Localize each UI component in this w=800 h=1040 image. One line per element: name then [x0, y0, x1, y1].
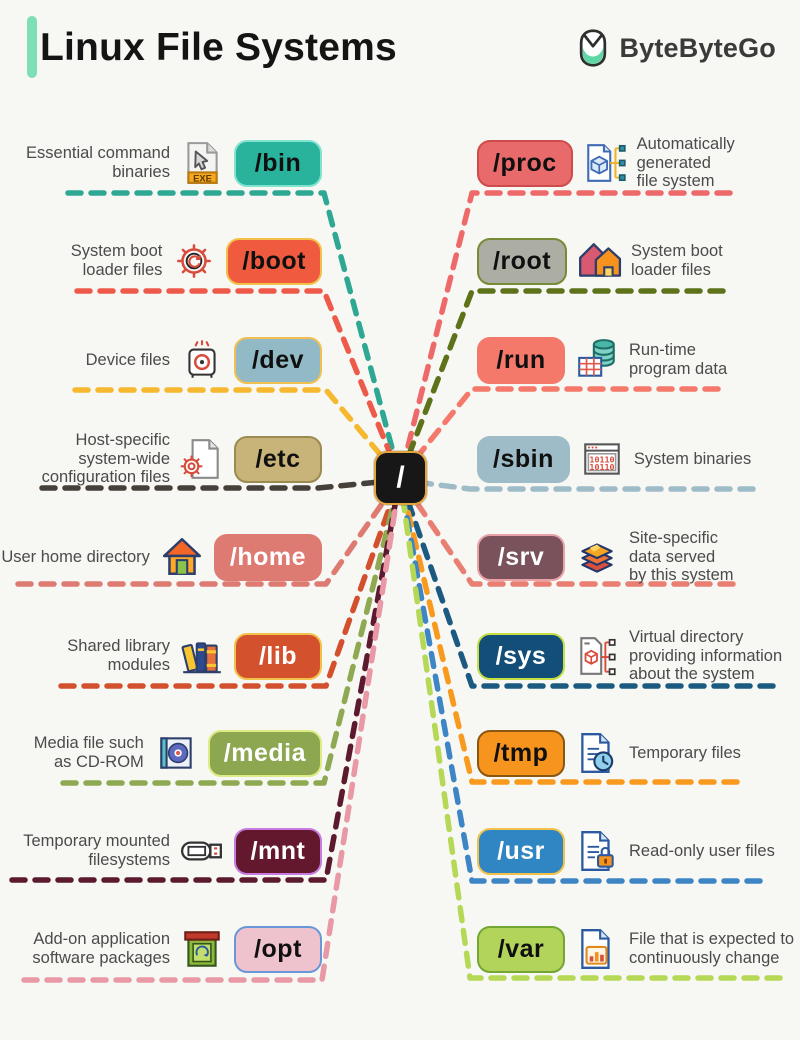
- usr-description: Read-only user files: [629, 841, 775, 860]
- root-description: System boot loader files: [631, 242, 723, 279]
- bin-badge: /bin: [234, 139, 322, 187]
- proc-badge: /proc: [477, 139, 573, 187]
- boot-badge: /boot: [226, 237, 322, 285]
- home-badge: /home: [213, 533, 322, 581]
- media-label: Media file such as CD-ROM: [33, 734, 144, 771]
- row-run: /run Run-time program data: [477, 327, 800, 393]
- tmp-badge: /tmp: [477, 729, 565, 777]
- row-sbin: /sbin 10110 10110 System binaries: [477, 426, 800, 492]
- bytebytego-logo-icon: [573, 28, 613, 68]
- tmp-description: Temporary files: [629, 743, 741, 762]
- binary-code-icon: 10110 10110: [579, 436, 625, 482]
- connector-tmp: [397, 475, 740, 785]
- mnt-badge: /mnt: [234, 827, 322, 875]
- row-home: User home directory /home: [0, 524, 322, 590]
- exe-file-icon: EXE: [179, 140, 225, 186]
- page-title: Linux File Systems: [40, 26, 397, 69]
- mnt-label: Temporary mounted filesystems: [23, 832, 170, 869]
- home-icon: [159, 534, 205, 580]
- sys-description: Virtual directory providing information …: [629, 628, 783, 684]
- row-root: /root System boot loader files: [477, 228, 800, 294]
- row-bin: Essential command binaries EXE /bin: [0, 130, 322, 196]
- srv-badge: /srv: [477, 533, 565, 581]
- row-srv: /srv Site-specific data served by this s…: [477, 524, 800, 590]
- database-table-icon: [574, 337, 620, 383]
- file-clock-icon: [574, 730, 620, 776]
- row-sys: /sys Virtual directory providing informa…: [477, 623, 800, 689]
- file-lock-icon: [574, 828, 620, 874]
- root-slash-node: /: [374, 451, 427, 505]
- connector-mnt: [9, 475, 403, 883]
- row-opt: Add-on application software packages /op…: [0, 916, 322, 982]
- row-tmp: /tmp Temporary files: [477, 720, 800, 786]
- books-icon: [179, 633, 225, 679]
- config-file-icon: [179, 436, 225, 482]
- root-badge: /root: [477, 237, 568, 285]
- boot-gear-icon: [171, 238, 217, 284]
- opt-label: Add-on application software packages: [32, 930, 170, 967]
- lib-badge: /lib: [234, 632, 322, 680]
- row-var: /var File that is expected to continuous…: [477, 916, 800, 982]
- lib-label: Shared library modules: [67, 637, 170, 674]
- run-badge: /run: [477, 336, 565, 384]
- svg-text:10110: 10110: [589, 455, 614, 465]
- virtual-directory-icon: [574, 633, 620, 679]
- sbin-description: System binaries: [633, 449, 752, 468]
- sbin-badge: /sbin: [477, 435, 570, 483]
- etc-badge: /etc: [234, 435, 322, 483]
- boot-label: System boot loader files: [70, 242, 163, 279]
- title-accent-bar: [27, 16, 37, 78]
- connector-etc: [39, 477, 403, 491]
- cd-disc-icon: [153, 730, 199, 776]
- connector-boot: [74, 288, 403, 481]
- connector-home: [15, 475, 403, 587]
- bin-label: Essential command binaries: [26, 144, 170, 181]
- etc-label: Host-specific system-wide configuration …: [41, 431, 170, 487]
- connector-bin: [65, 190, 403, 481]
- file-chart-icon: [574, 926, 620, 972]
- svg-text:10110: 10110: [589, 462, 614, 472]
- run-description: Run-time program data: [629, 341, 728, 378]
- row-boot: System boot loader files /boot: [0, 228, 322, 294]
- row-etc: Host-specific system-wide configuration …: [0, 426, 322, 492]
- row-dev: Device files /dev: [0, 327, 322, 393]
- connector-sys: [397, 475, 776, 689]
- row-media: Media file such as CD-ROM /media: [0, 720, 322, 786]
- row-usr: /usr Read-only user files: [477, 818, 800, 884]
- usr-badge: /usr: [477, 827, 565, 875]
- sys-badge: /sys: [477, 632, 565, 680]
- dev-label: Device files: [85, 350, 170, 369]
- brand-logo: ByteByteGo: [573, 28, 776, 68]
- connector-opt: [21, 475, 403, 983]
- srv-description: Site-specific data served by this system: [629, 529, 734, 585]
- package-box-icon: [179, 926, 225, 972]
- connector-media: [60, 475, 403, 786]
- dev-badge: /dev: [234, 336, 322, 384]
- row-proc: /proc Automatically generated file syste…: [477, 130, 800, 196]
- connector-run: [397, 386, 721, 481]
- connector-root: [397, 288, 726, 481]
- media-badge: /media: [207, 729, 322, 777]
- var-description: File that is expected to continuously ch…: [629, 930, 795, 967]
- brand-name: ByteByteGo: [619, 32, 776, 63]
- svg-text:EXE: EXE: [193, 172, 212, 183]
- var-badge: /var: [477, 925, 565, 973]
- usb-drive-icon: [179, 828, 225, 874]
- proc-description: Automatically generated file system: [636, 135, 735, 191]
- connector-usr: [397, 475, 763, 884]
- connector-lib: [58, 475, 403, 689]
- home-label: User home directory: [1, 547, 150, 566]
- row-mnt: Temporary mounted filesystems /mnt: [0, 818, 322, 884]
- device-speaker-icon: [179, 337, 225, 383]
- connector-dev: [72, 387, 403, 481]
- root-home-icon: [576, 238, 622, 284]
- row-lib: Shared library modules /lib: [0, 623, 322, 689]
- connector-srv: [397, 475, 736, 587]
- opt-badge: /opt: [234, 925, 322, 973]
- connector-proc: [397, 190, 733, 481]
- data-layers-icon: [574, 534, 620, 580]
- generated-filesystem-icon: [582, 140, 628, 186]
- connector-var: [397, 475, 783, 981]
